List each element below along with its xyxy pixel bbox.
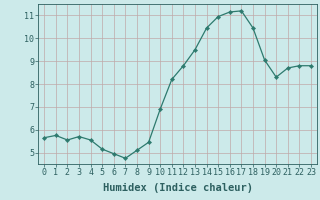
X-axis label: Humidex (Indice chaleur): Humidex (Indice chaleur) — [103, 183, 252, 193]
